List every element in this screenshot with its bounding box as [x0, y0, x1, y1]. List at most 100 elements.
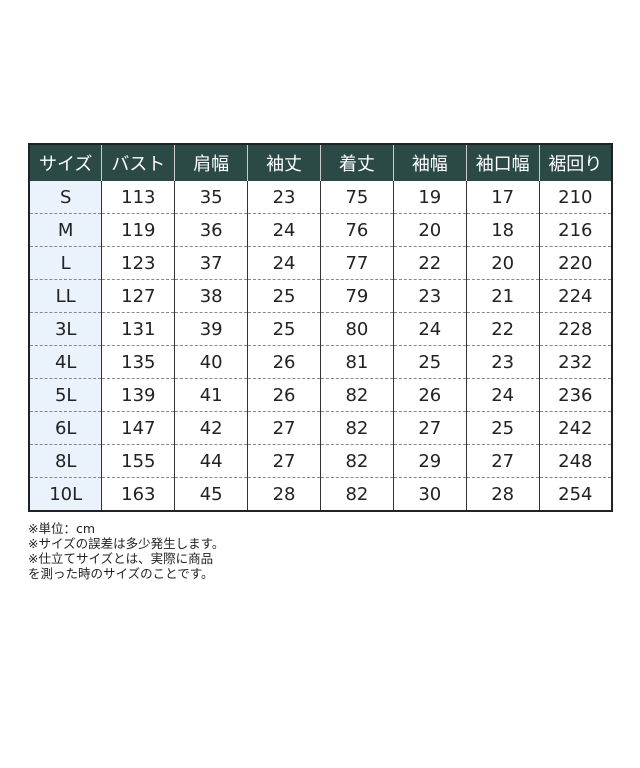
value-cell: 210 [538, 181, 612, 214]
value-cell: 254 [538, 477, 612, 511]
table-row: 8L 155 44 27 82 29 27 248 [29, 444, 612, 478]
value-cell: 24 [392, 312, 467, 346]
size-cell: M [29, 213, 102, 247]
value-cell: 236 [538, 378, 612, 412]
size-cell: 5L [29, 378, 102, 412]
value-cell: 25 [465, 411, 540, 445]
value-cell: 24 [247, 246, 321, 280]
value-cell: 28 [247, 477, 321, 511]
table-row: 10L 163 45 28 82 30 28 254 [29, 477, 612, 511]
value-cell: 28 [465, 477, 540, 511]
value-cell: 76 [320, 213, 394, 247]
note-error: ※サイズの誤差は多少発生します。 [28, 536, 225, 551]
value-cell: 216 [538, 213, 612, 247]
table-row: M 119 36 24 76 20 18 216 [29, 213, 612, 247]
value-cell: 38 [174, 279, 248, 313]
size-cell: 4L [29, 345, 102, 379]
value-cell: 26 [392, 378, 467, 412]
value-cell: 82 [320, 444, 394, 478]
value-cell: 42 [174, 411, 248, 445]
notes: ※単位：cm ※サイズの誤差は多少発生します。 ※仕立てサイズとは、実際に商品 … [28, 521, 224, 581]
value-cell: 22 [392, 246, 467, 280]
value-cell: 35 [174, 181, 248, 214]
size-cell: 6L [29, 411, 102, 445]
value-cell: 30 [392, 477, 467, 511]
value-cell: 232 [538, 345, 612, 379]
value-cell: 163 [101, 477, 175, 511]
value-cell: 248 [538, 444, 612, 478]
value-cell: 25 [247, 312, 321, 346]
value-cell: 26 [247, 345, 321, 379]
value-cell: 119 [101, 213, 175, 247]
value-cell: 19 [392, 181, 467, 214]
table-row: 6L 147 42 27 82 27 25 242 [29, 411, 612, 445]
value-cell: 23 [392, 279, 467, 313]
value-cell: 135 [101, 345, 175, 379]
value-cell: 23 [247, 181, 321, 214]
column-header: 袖口幅 [465, 144, 540, 181]
table-row: LL 127 38 25 79 23 21 224 [29, 279, 612, 313]
table-row: S 113 35 23 75 19 17 210 [29, 181, 612, 214]
table-row: 3L 131 39 25 80 24 22 228 [29, 312, 612, 346]
value-cell: 155 [101, 444, 175, 478]
value-cell: 40 [174, 345, 248, 379]
value-cell: 20 [465, 246, 540, 280]
value-cell: 17 [465, 181, 540, 214]
value-cell: 37 [174, 246, 248, 280]
value-cell: 75 [320, 181, 394, 214]
note-tailored-2: を測った時のサイズのことです。 [28, 566, 214, 581]
value-cell: 127 [101, 279, 175, 313]
value-cell: 24 [247, 213, 321, 247]
value-cell: 131 [101, 312, 175, 346]
value-cell: 27 [247, 444, 321, 478]
value-cell: 44 [174, 444, 248, 478]
size-cell: LL [29, 279, 102, 313]
size-cell: 8L [29, 444, 102, 478]
size-cell: L [29, 246, 102, 280]
size-chart-table: サイズ バスト 肩幅 袖丈 着丈 袖幅 袖口幅 裾回り S 113 35 23 75 19 17 210 M 11… [28, 143, 613, 512]
size-cell: S [29, 181, 102, 214]
size-cell: 10L [29, 477, 102, 511]
column-header: 袖丈 [247, 144, 321, 181]
value-cell: 77 [320, 246, 394, 280]
value-cell: 81 [320, 345, 394, 379]
value-cell: 27 [465, 444, 540, 478]
value-cell: 25 [392, 345, 467, 379]
value-cell: 82 [320, 477, 394, 511]
value-cell: 26 [247, 378, 321, 412]
value-cell: 242 [538, 411, 612, 445]
value-cell: 36 [174, 213, 248, 247]
value-cell: 79 [320, 279, 394, 313]
size-cell: 3L [29, 312, 102, 346]
column-header: 着丈 [320, 144, 394, 181]
value-cell: 23 [465, 345, 540, 379]
value-cell: 228 [538, 312, 612, 346]
value-cell: 113 [101, 181, 175, 214]
value-cell: 25 [247, 279, 321, 313]
value-cell: 27 [247, 411, 321, 445]
value-cell: 82 [320, 378, 394, 412]
value-cell: 41 [174, 378, 248, 412]
value-cell: 224 [538, 279, 612, 313]
value-cell: 24 [465, 378, 540, 412]
value-cell: 80 [320, 312, 394, 346]
value-cell: 123 [101, 246, 175, 280]
value-cell: 29 [392, 444, 467, 478]
column-header: 肩幅 [174, 144, 248, 181]
value-cell: 20 [392, 213, 467, 247]
value-cell: 39 [174, 312, 248, 346]
value-cell: 18 [465, 213, 540, 247]
note-tailored-1: ※仕立てサイズとは、実際に商品 [28, 551, 214, 566]
table-row: 4L 135 40 26 81 25 23 232 [29, 345, 612, 379]
value-cell: 22 [465, 312, 540, 346]
column-header: サイズ [29, 144, 102, 181]
value-cell: 45 [174, 477, 248, 511]
table-row: L 123 37 24 77 22 20 220 [29, 246, 612, 280]
value-cell: 220 [538, 246, 612, 280]
column-header: 袖幅 [392, 144, 467, 181]
value-cell: 82 [320, 411, 394, 445]
value-cell: 27 [392, 411, 467, 445]
header-row: サイズ バスト 肩幅 袖丈 着丈 袖幅 袖口幅 裾回り [29, 144, 612, 181]
column-header: バスト [101, 144, 175, 181]
table-row: 5L 139 41 26 82 26 24 236 [29, 378, 612, 412]
